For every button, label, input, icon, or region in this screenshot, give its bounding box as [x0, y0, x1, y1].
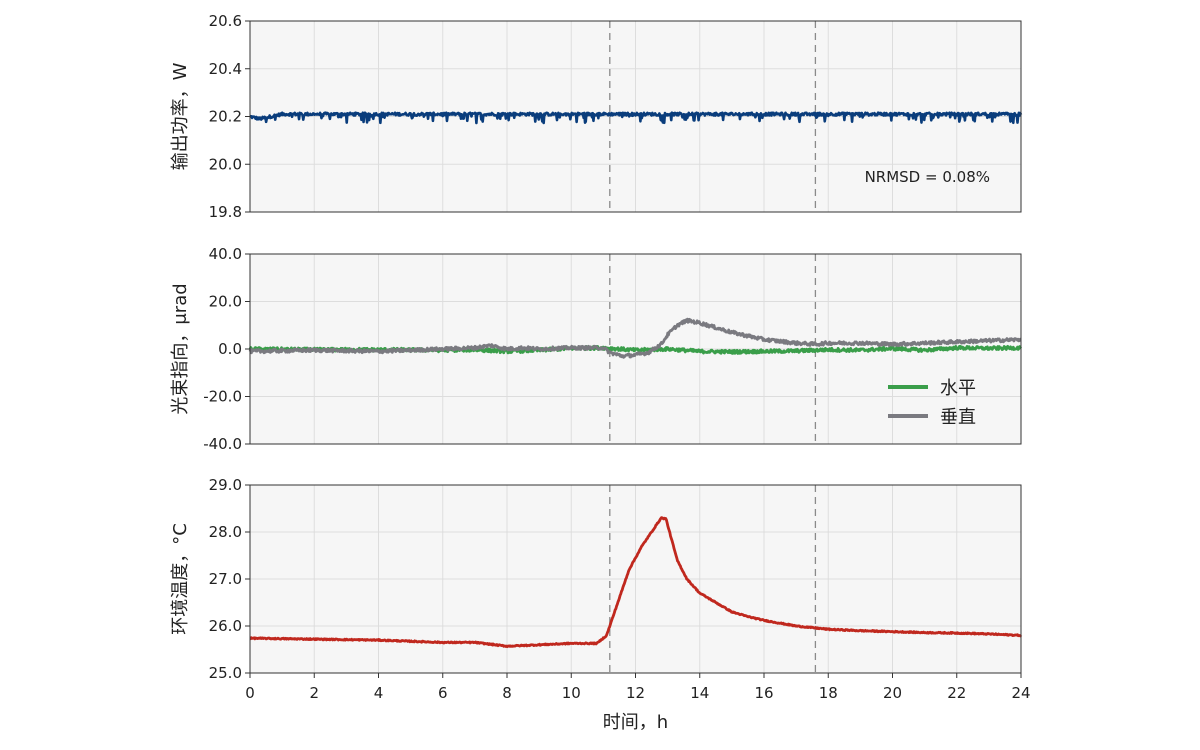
x-tick-label-1: 2 [309, 684, 319, 702]
y-tick-label-3: 28.0 [209, 523, 242, 541]
panel-ambient-temperature-series [249, 516, 1023, 649]
series-line-vertical [248, 317, 1022, 359]
y-tick-label-1: 20.0 [209, 155, 242, 173]
panel-output-power-event-lines [609, 21, 817, 212]
y-tick-label-1: 26.0 [209, 617, 242, 635]
x-tick-label-2: 4 [374, 684, 384, 702]
panel-beam-pointing-y-axis-label: 光束指向，μrad [170, 283, 191, 414]
panel-output-power: 19.8 20.0 20.2 20.4 20.6 输出功率，W NRMSD = 0.08… [170, 12, 1023, 221]
y-tick-label-0: 25.0 [209, 664, 242, 682]
y-tick-label-4: 40.0 [209, 245, 242, 263]
series-line-output-power [249, 111, 1023, 125]
x-tick-label-12: 24 [1011, 684, 1030, 702]
x-tick-label-0: 0 [245, 684, 255, 702]
x-tick-label-5: 10 [562, 684, 581, 702]
legend-label-horizontal: 水平 [940, 378, 976, 399]
panel-output-power-y-axis-label: 输出功率，W [170, 62, 191, 170]
y-tick-label-4: 20.6 [209, 12, 242, 30]
y-tick-label-3: 20.0 [209, 293, 242, 311]
panel-ambient-temperature: 25.026.027.028.029.0 0 2 4 6 8 10 12 14 16 18 20 22… [170, 476, 1031, 733]
x-tick-label-11: 22 [947, 684, 966, 702]
x-tick-label-10: 20 [883, 684, 902, 702]
y-tick-label-2: 20.2 [209, 108, 242, 126]
y-tick-label-0: -40.0 [203, 435, 242, 453]
legend-label-vertical: 垂直 [940, 407, 976, 428]
x-tick-label-8: 16 [754, 684, 773, 702]
y-tick-label-3: 20.4 [209, 60, 242, 78]
series-line-ambient-temperature [249, 516, 1023, 649]
y-tick-label-0: 19.8 [209, 203, 242, 221]
y-tick-label-4: 29.0 [209, 476, 242, 494]
panel-ambient-temperature-event-lines [609, 485, 817, 673]
panel-beam-pointing: -40.0 -20.0 0.0 20.0 40.0 光束指向，μrad 水平 垂直 [170, 245, 1023, 453]
x-tick-label-6: 12 [626, 684, 645, 702]
panel-beam-pointing-y-ticks: -40.0 -20.0 0.0 20.0 40.0 [203, 245, 250, 453]
y-tick-label-1: -20.0 [203, 388, 242, 406]
y-tick-label-2: 27.0 [209, 570, 242, 588]
panel-output-power-y-ticks: 19.8 20.0 20.2 20.4 20.6 [209, 12, 250, 221]
y-tick-label-2: 0.0 [218, 340, 242, 358]
x-tick-label-4: 8 [502, 684, 512, 702]
x-axis-ticks: 0 2 4 6 8 10 12 14 16 18 20 22 24 [245, 673, 1031, 702]
x-tick-label-3: 6 [438, 684, 448, 702]
panel-beam-pointing-series [248, 317, 1023, 359]
x-axis-label: 时间，h [603, 712, 668, 733]
panel-output-power-series [249, 111, 1023, 125]
nrmsd-annotation: NRMSD = 0.08% [865, 168, 990, 186]
x-tick-label-7: 14 [690, 684, 709, 702]
x-tick-label-9: 18 [819, 684, 838, 702]
panel-ambient-temperature-y-axis-label: 环境温度，°C [170, 523, 191, 635]
panel-ambient-temperature-y-ticks: 25.0 26.0 27.0 28.0 29.0 [209, 476, 250, 682]
panel-beam-pointing-event-lines [609, 254, 817, 444]
beam-pointing-legend: 水平 垂直 [888, 378, 976, 428]
